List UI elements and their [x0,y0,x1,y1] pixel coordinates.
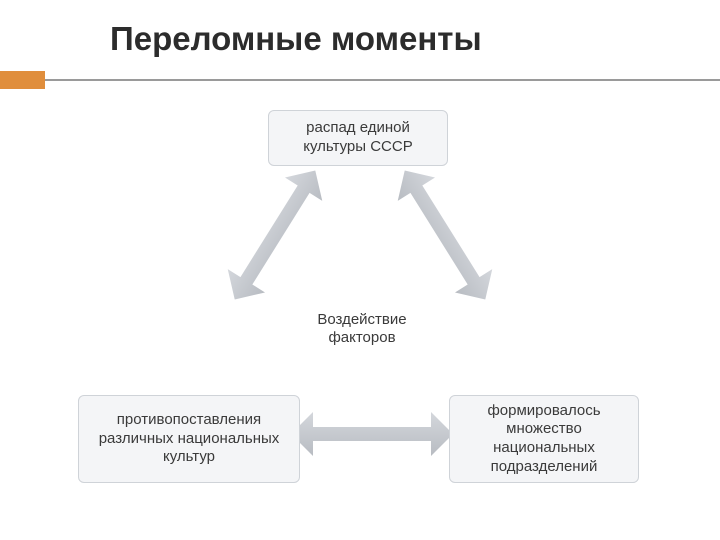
divider-line [45,79,720,81]
page-title: Переломные моменты [110,20,482,58]
accent-block [0,71,45,89]
node-top: распад единой культуры СССР [268,110,448,166]
node-left: противопоставления различных национальны… [78,395,300,483]
arrow-bottom [291,412,453,456]
center-label: Воздействие факторов [302,311,422,347]
arrow-top-right [386,159,504,311]
title-divider [0,71,720,89]
node-right: формировалось множество национальных под… [449,395,639,483]
arrow-top-left [216,159,334,311]
